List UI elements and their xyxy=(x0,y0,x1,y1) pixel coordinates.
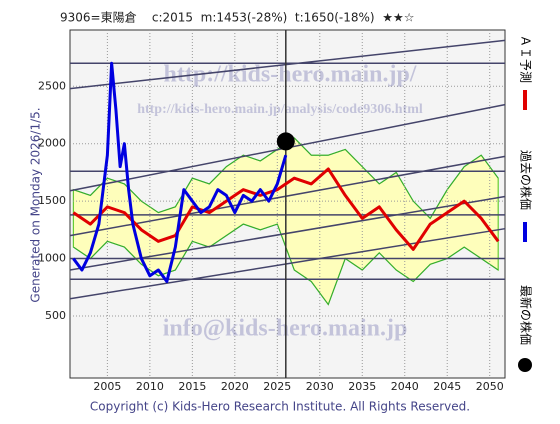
x-tick-label: 2015 xyxy=(178,380,206,393)
watermark: http://kids-hero.main.jp/analysis/code93… xyxy=(137,102,423,117)
x-tick-label: 2010 xyxy=(136,380,164,393)
x-tick-label: 2025 xyxy=(263,380,291,393)
x-tick-label: 2020 xyxy=(221,380,249,393)
watermark: info@kids-hero.main.jp xyxy=(163,316,408,342)
y-tick-label: 2000 xyxy=(38,137,66,150)
latest-price xyxy=(276,132,295,151)
legend-label: 最新の株価 xyxy=(519,285,534,345)
y-tick-label: 1000 xyxy=(38,252,66,265)
x-tick-label: 2005 xyxy=(93,380,121,393)
x-tick-label: 2045 xyxy=(433,380,461,393)
y-tick-label: 500 xyxy=(45,309,66,322)
legend-label: 過去の株価 xyxy=(519,150,534,210)
x-tick-label: 2035 xyxy=(348,380,376,393)
side-note: Generated on Monday 2026/1/5. xyxy=(29,107,43,302)
y-tick-label: 1500 xyxy=(38,194,66,207)
footer: Copyright (c) Kids-Hero Research Institu… xyxy=(90,400,470,414)
x-tick-label: 2030 xyxy=(306,380,334,393)
trend-line xyxy=(69,155,506,237)
series-line xyxy=(72,61,288,284)
x-tick-label: 2040 xyxy=(391,380,419,393)
trend-line xyxy=(69,39,506,90)
chart-title: 9306=東陽倉 c:2015 m:1453(-28%) t:1650(-18%… xyxy=(60,10,414,25)
legend-marker xyxy=(518,358,532,372)
y-tick-label: 2500 xyxy=(38,79,66,92)
series-line xyxy=(72,167,500,251)
x-tick-label: 2050 xyxy=(476,380,504,393)
watermark: http://kids-hero.main.jp/ xyxy=(164,62,417,88)
legend-label: ＡＩ予測 xyxy=(519,35,533,83)
trend-line xyxy=(69,227,506,300)
